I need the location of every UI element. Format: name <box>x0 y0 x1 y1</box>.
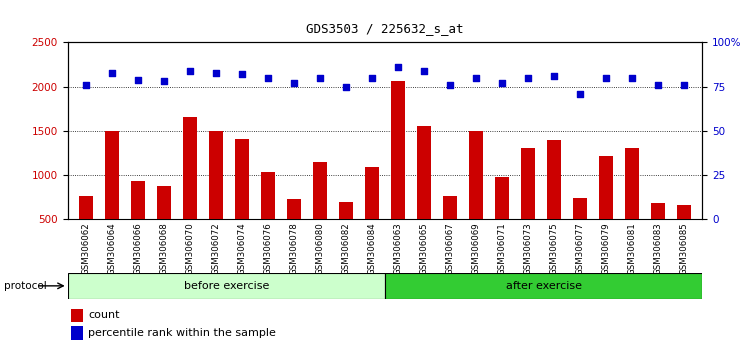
Point <box>314 75 326 81</box>
Point <box>262 75 274 81</box>
Text: GSM306071: GSM306071 <box>497 222 506 275</box>
Point <box>652 82 664 88</box>
Point <box>340 84 352 90</box>
Point <box>626 75 638 81</box>
Point <box>236 72 248 77</box>
Text: GSM306065: GSM306065 <box>419 222 428 275</box>
Point <box>496 80 508 86</box>
Point <box>678 82 690 88</box>
Point <box>366 75 378 81</box>
Point <box>80 82 92 88</box>
Bar <box>385 273 702 299</box>
Bar <box>599 156 613 219</box>
Text: GSM306075: GSM306075 <box>550 222 559 275</box>
Text: GSM306068: GSM306068 <box>159 222 168 275</box>
Text: GSM306078: GSM306078 <box>289 222 298 275</box>
Point <box>106 70 118 75</box>
Point <box>600 75 612 81</box>
Text: GSM306085: GSM306085 <box>680 222 689 275</box>
Bar <box>391 81 405 219</box>
Text: GSM306066: GSM306066 <box>134 222 142 275</box>
Point <box>470 75 482 81</box>
Text: GSM306079: GSM306079 <box>602 222 611 275</box>
Bar <box>71 309 83 322</box>
Text: GSM306081: GSM306081 <box>628 222 636 275</box>
Text: GSM306063: GSM306063 <box>394 222 403 275</box>
Point <box>184 68 196 74</box>
Bar <box>573 198 587 219</box>
Bar <box>469 131 483 219</box>
Point <box>288 80 300 86</box>
Text: GSM306072: GSM306072 <box>211 222 220 275</box>
Bar <box>261 172 275 219</box>
Text: GSM306074: GSM306074 <box>237 222 246 275</box>
Text: GSM306082: GSM306082 <box>342 222 351 275</box>
Point <box>210 70 222 75</box>
Text: GSM306080: GSM306080 <box>315 222 324 275</box>
Text: GSM306064: GSM306064 <box>107 222 116 275</box>
Bar <box>651 202 665 219</box>
Text: percentile rank within the sample: percentile rank within the sample <box>88 328 276 338</box>
Bar <box>339 202 353 219</box>
Text: GSM306070: GSM306070 <box>185 222 195 275</box>
Point <box>522 75 534 81</box>
Text: GSM306062: GSM306062 <box>81 222 90 275</box>
Text: GSM306084: GSM306084 <box>367 222 376 275</box>
Bar <box>312 162 327 219</box>
Bar <box>417 126 431 219</box>
Bar <box>157 186 171 219</box>
Text: after exercise: after exercise <box>505 281 581 291</box>
Bar <box>625 148 639 219</box>
Text: GSM306076: GSM306076 <box>264 222 273 275</box>
Bar <box>71 326 83 340</box>
Text: count: count <box>88 310 119 320</box>
Bar <box>209 131 223 219</box>
Bar <box>443 196 457 219</box>
Point <box>418 68 430 74</box>
Point <box>392 64 404 70</box>
Bar <box>131 181 145 219</box>
Bar <box>677 205 691 219</box>
Bar <box>79 196 93 219</box>
Point <box>444 82 456 88</box>
Bar <box>365 167 379 219</box>
Bar <box>547 140 561 219</box>
Text: before exercise: before exercise <box>183 281 269 291</box>
Text: GSM306083: GSM306083 <box>653 222 662 275</box>
Point <box>158 79 170 84</box>
Point <box>548 73 560 79</box>
Point <box>132 77 144 82</box>
Bar <box>235 139 249 219</box>
Text: GSM306073: GSM306073 <box>523 222 532 275</box>
Text: GSM306069: GSM306069 <box>472 222 481 275</box>
Bar <box>68 273 385 299</box>
Text: protocol: protocol <box>4 281 47 291</box>
Bar <box>520 148 535 219</box>
Text: GSM306077: GSM306077 <box>575 222 584 275</box>
Bar <box>495 177 509 219</box>
Text: GDS3503 / 225632_s_at: GDS3503 / 225632_s_at <box>306 22 463 35</box>
Bar <box>287 199 301 219</box>
Bar <box>104 131 119 219</box>
Point <box>574 91 586 97</box>
Bar <box>182 117 197 219</box>
Text: GSM306067: GSM306067 <box>445 222 454 275</box>
